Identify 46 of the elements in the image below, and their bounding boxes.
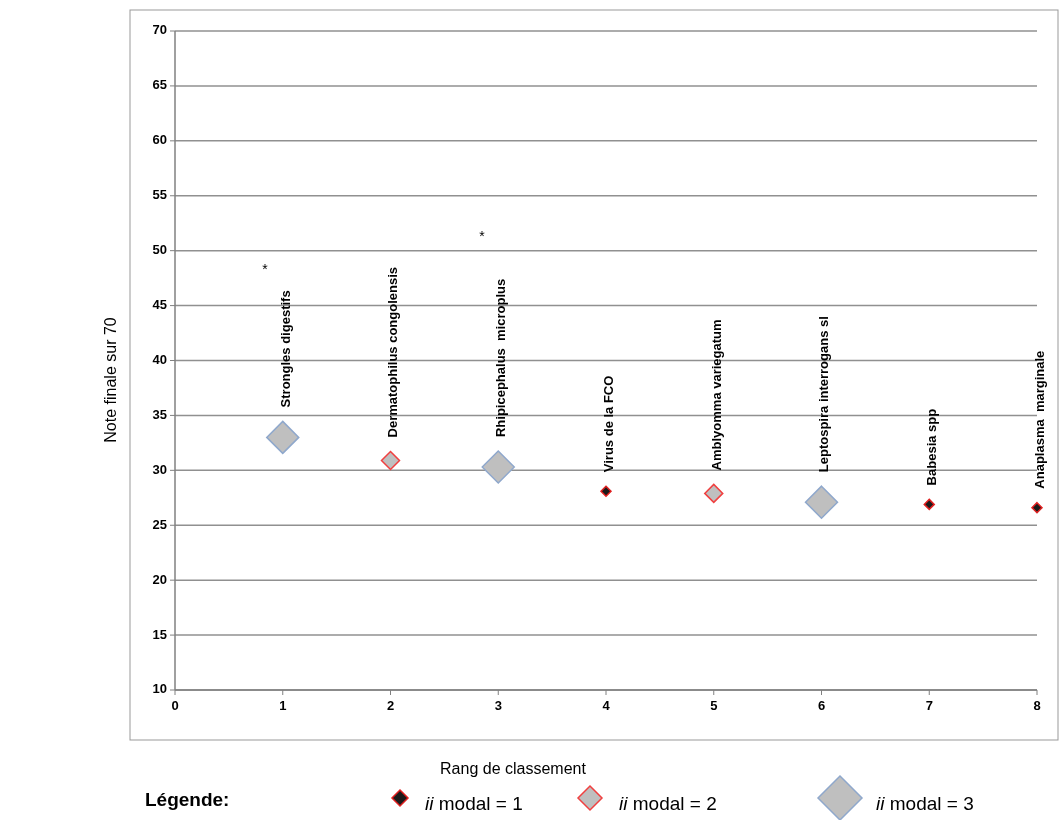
annotation: *: [262, 260, 269, 277]
y-tick-label: 60: [152, 132, 167, 148]
legend-title: Légende:: [145, 789, 230, 811]
point: [600, 485, 612, 497]
y-tick-label: 50: [152, 242, 167, 258]
x-tick-label: 3: [494, 698, 502, 713]
point: [1031, 501, 1043, 514]
x-tick-label: 1: [279, 698, 287, 713]
annotation: Anaplasma marginale: [1032, 350, 1047, 489]
legend-label: ii modal = 2: [619, 793, 717, 815]
x-tick-label: 4: [602, 698, 611, 713]
y-tick-label: 40: [152, 351, 167, 367]
annotation: *: [479, 227, 486, 244]
annotation: Babesia spp: [924, 408, 940, 486]
x-tick-label: 2: [386, 698, 395, 713]
legend-label: ii modal = 3: [876, 793, 974, 815]
y-tick-label: 35: [152, 406, 167, 422]
annotation: Amblyomma variegatum: [708, 319, 724, 471]
x-tick-label: 8: [1033, 698, 1041, 713]
legend-label: ii modal = 1: [425, 793, 523, 815]
point: [481, 450, 515, 484]
y-tick-label: 25: [152, 516, 167, 532]
x-tick-label: 5: [710, 698, 718, 713]
y-tick-label: 20: [152, 571, 167, 587]
x-axis-title: Rang de classement: [440, 760, 587, 778]
y-tick-label: 65: [152, 77, 167, 93]
point: [804, 485, 839, 519]
annotation: Virus de la FCO: [601, 375, 616, 473]
y-tick-label: 30: [152, 461, 167, 477]
point: [380, 450, 401, 471]
y-axis-title: Note finale sur 70: [102, 317, 120, 443]
x-tick-label: 7: [925, 698, 933, 713]
annotation: Leptospira interrogans sl: [816, 316, 832, 473]
point: [923, 498, 935, 511]
y-tick-label: 70: [152, 22, 167, 38]
y-tick-label: 15: [152, 626, 167, 642]
annotation: Strongles digestifs: [277, 290, 293, 408]
x-tick-label: 0: [171, 698, 179, 713]
y-tick-label: 55: [152, 187, 167, 203]
annotation: Dermatophilus congolensis: [385, 266, 401, 438]
annotation: Rhipicephalus microplus: [493, 278, 509, 438]
point: [704, 483, 724, 504]
y-tick-label: 10: [152, 681, 167, 697]
x-tick-label: 6: [817, 698, 826, 713]
y-tick-label: 45: [152, 297, 167, 313]
point: [266, 420, 300, 455]
